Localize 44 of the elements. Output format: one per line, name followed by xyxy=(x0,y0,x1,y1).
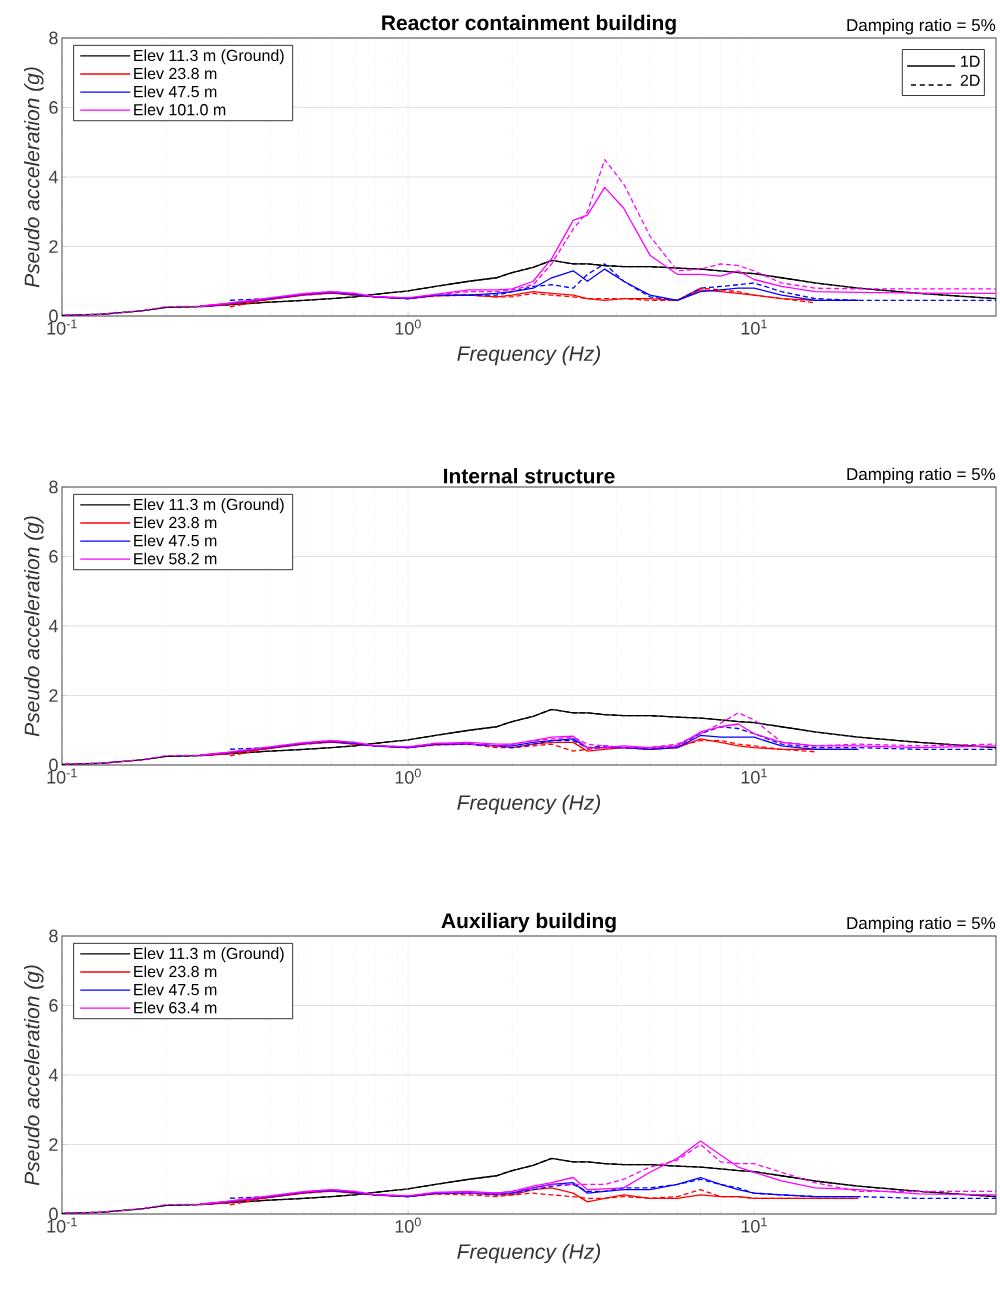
x-tick-label: 10$^{0}$ xyxy=(395,1217,421,1233)
y-tick-label: 4 xyxy=(48,619,58,633)
legend-label: Elev 23.8 m xyxy=(134,965,217,978)
legend-label: Elev 11.3 m (Ground) xyxy=(134,498,284,514)
y-tick-label: 4 xyxy=(48,1068,58,1082)
legend-label: Elev 47.5 m xyxy=(134,534,217,547)
text: Damping ratio = 5% xyxy=(847,467,996,484)
legend-label: Elev 58.2 m xyxy=(134,552,217,565)
x-axis-title: Frequency (Hz) xyxy=(457,794,601,815)
y-tick-label: 8 xyxy=(49,31,58,45)
legend-label: Elev 47.5 m xyxy=(134,983,217,996)
legend-label: Elev 23.8 m xyxy=(134,516,217,529)
x-tick-label: 10$^{0}$ xyxy=(395,319,421,335)
x-axis-title: Frequency (Hz) xyxy=(457,1243,601,1264)
y-tick-label: 6 xyxy=(49,999,58,1012)
x-tick-label: 10$^{1}$ xyxy=(741,768,767,784)
x-tick-label: 10$^{0}$ xyxy=(395,768,421,784)
chart-title: Auxiliary building xyxy=(441,912,616,933)
legend-label: Elev 11.3 m (Ground) xyxy=(134,947,284,963)
x-axis-title: Frequency (Hz) xyxy=(457,345,601,366)
y-tick-label: 2 xyxy=(49,1138,58,1151)
x-tick-label: 10$^{1}$ xyxy=(741,319,767,335)
y-tick-label: 6 xyxy=(49,550,58,563)
y-tick-label: 4 xyxy=(48,170,58,184)
chart-title: Reactor containment building xyxy=(382,14,676,35)
x-tick-label: 10$^{1}$ xyxy=(741,1217,767,1233)
y-axis-title: Pseudo acceleration (g) xyxy=(24,516,44,737)
y-tick-label: 6 xyxy=(49,101,58,114)
text: Damping ratio = 5% xyxy=(847,916,996,933)
y-axis-title: Pseudo acceleration (g) xyxy=(24,965,44,1186)
legend-label: Elev 11.3 m (Ground) xyxy=(134,49,284,65)
y-axis-title: Pseudo acceleration (g) xyxy=(24,67,44,288)
legend-label: Elev 101.0 m xyxy=(134,103,226,116)
annotation: 1D xyxy=(961,55,980,67)
legend-label: Elev 63.4 m xyxy=(134,1001,217,1014)
y-tick-label: 8 xyxy=(49,929,58,943)
legend-label: Elev 23.8 m xyxy=(134,67,217,80)
y-tick-label: 8 xyxy=(49,480,58,494)
text: Damping ratio = 5% xyxy=(847,18,996,35)
y-tick-label: 2 xyxy=(49,240,58,253)
annotation: 2D xyxy=(960,74,980,86)
chart-title: Internal structure xyxy=(444,468,615,484)
y-tick-label: 2 xyxy=(49,689,58,702)
legend-label: Elev 47.5 m xyxy=(134,85,217,98)
